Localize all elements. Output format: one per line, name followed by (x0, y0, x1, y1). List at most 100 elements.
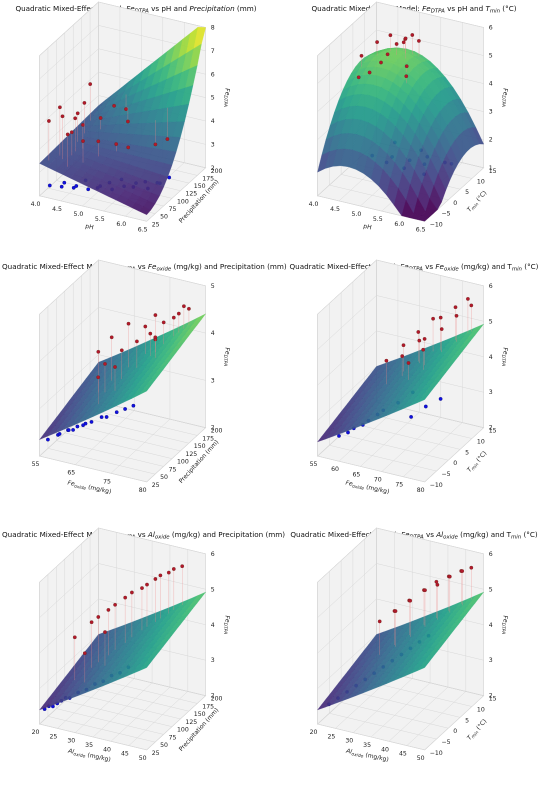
data-point-observed_high (447, 574, 452, 579)
data-point-observed_high (73, 116, 78, 121)
tick-label: 150 (194, 183, 206, 190)
data-point-observed_high (106, 608, 111, 612)
data-point-observed_high (103, 362, 107, 366)
data-point-observed_high (379, 60, 383, 65)
axis-label-main: Al (67, 747, 75, 755)
tick-label: 0 (453, 200, 457, 207)
tick-label: 30 (345, 738, 353, 745)
plot-3d: 556575802550751001251501752002345Feoxide… (32, 259, 231, 496)
tick-label: 25 (152, 750, 160, 757)
data-point-observed_low (62, 180, 67, 185)
tick-label: 50 (139, 755, 147, 762)
data-point-observed_high (82, 101, 87, 105)
tick-label: 5 (211, 283, 215, 290)
tick-label: 100 (177, 727, 189, 734)
data-point-observed_high (408, 598, 413, 603)
title-part: oxide (156, 266, 172, 273)
chart-panel-6: Quadratic Mixed-Effect Model: FeDTPA vs … (280, 527, 548, 786)
data-point-observed_high (103, 630, 107, 634)
title-part: Al (147, 530, 155, 539)
tick-label: 4 (489, 354, 493, 361)
grid-line (317, 582, 425, 751)
tick-label: 6 (211, 71, 215, 78)
axis-label-main: T (466, 465, 475, 473)
data-point-observed_high (469, 303, 474, 308)
tick-label: 25 (327, 733, 335, 740)
tick-label: 15 (489, 168, 497, 175)
data-point-observed_high (81, 139, 85, 143)
data-point-observed_high (394, 42, 399, 46)
title-part: min (510, 534, 522, 541)
data-point-observed_high (153, 142, 158, 147)
axis-label-sub: oxide (73, 751, 86, 759)
title-part: DTPA (134, 8, 149, 15)
tick-label: 100 (177, 459, 189, 466)
data-point-observed_low (337, 434, 341, 438)
tick-label: 6.0 (394, 221, 404, 228)
axis-label-main: Al (345, 747, 353, 755)
z-axis-label: FeDTPA (222, 615, 231, 634)
data-point-observed_high (469, 565, 474, 570)
axis-label-main: Fe (502, 347, 509, 354)
y-axis-label: Tmin (°C) (466, 450, 490, 475)
grid-line (39, 25, 206, 80)
tick-label: 50 (160, 214, 168, 221)
data-point-observed_low (409, 415, 413, 419)
data-point-observed_high (403, 36, 408, 41)
tick-label: 5 (489, 53, 493, 60)
title-part: (mg/kg) and T (457, 530, 511, 539)
data-point-observed_high (422, 337, 427, 341)
tick-label: 3 (489, 389, 493, 396)
data-point-observed_high (153, 577, 158, 581)
tick-label: 10 (477, 439, 485, 446)
grid-line (146, 285, 206, 483)
data-point-observed_high (58, 105, 62, 110)
data-point-observed_high (69, 130, 74, 135)
data-point-observed_high (165, 137, 170, 141)
data-point-observed_low (59, 184, 64, 189)
data-point-observed_high (148, 331, 153, 336)
tick-label: 15 (489, 696, 497, 703)
tick-label: 175 (202, 703, 214, 710)
tick-label: 125 (185, 191, 197, 198)
tick-label: 15 (489, 428, 497, 435)
title-part: min (489, 8, 501, 15)
tick-label: −10 (430, 750, 443, 757)
title-part: vs pH and (148, 4, 190, 13)
tick-label: −5 (442, 211, 451, 218)
title-part: Fe (400, 530, 410, 539)
grid-line (317, 29, 484, 84)
tick-label: 50 (160, 474, 168, 481)
data-point-observed_high (171, 315, 176, 320)
data-point-observed_high (158, 573, 163, 578)
data-point-observed_low (423, 404, 428, 409)
data-point-observed_low (114, 410, 119, 415)
tick-label: 2 (489, 137, 493, 144)
data-point-observed_high (385, 52, 390, 57)
tick-label: 200 (211, 428, 223, 435)
data-point-observed_high (113, 365, 117, 369)
data-point-observed_low (131, 403, 136, 408)
axis-label-main: Fe (502, 88, 509, 95)
title-part: oxide (443, 266, 459, 273)
tick-label: 65 (67, 470, 75, 477)
data-point-observed_high (367, 70, 372, 75)
tick-label: 0 (453, 728, 457, 735)
fitted-surface (317, 323, 484, 443)
tick-label: 30 (67, 738, 75, 745)
axis-label-main: Fe (345, 479, 354, 487)
tick-label: −5 (442, 739, 451, 746)
data-point-observed_high (153, 313, 158, 317)
data-point-observed_high (439, 327, 444, 331)
surface-patch (138, 662, 152, 672)
tick-label: 6 (489, 283, 493, 290)
tick-label: 6.5 (138, 226, 148, 233)
tick-label: −5 (442, 471, 451, 478)
title-part: Fe (435, 262, 444, 271)
plot-3d: 4.0 4.5 5.0 5.5 6.0 6.5 −10 −50 5 10 151 2 3 4 5 6 pH Tmi… (309, 1, 509, 233)
title-part: oxide (443, 534, 458, 541)
data-point-observed_low (104, 415, 109, 419)
tick-label: 150 (194, 443, 206, 450)
tick-label: 2 (211, 165, 215, 172)
